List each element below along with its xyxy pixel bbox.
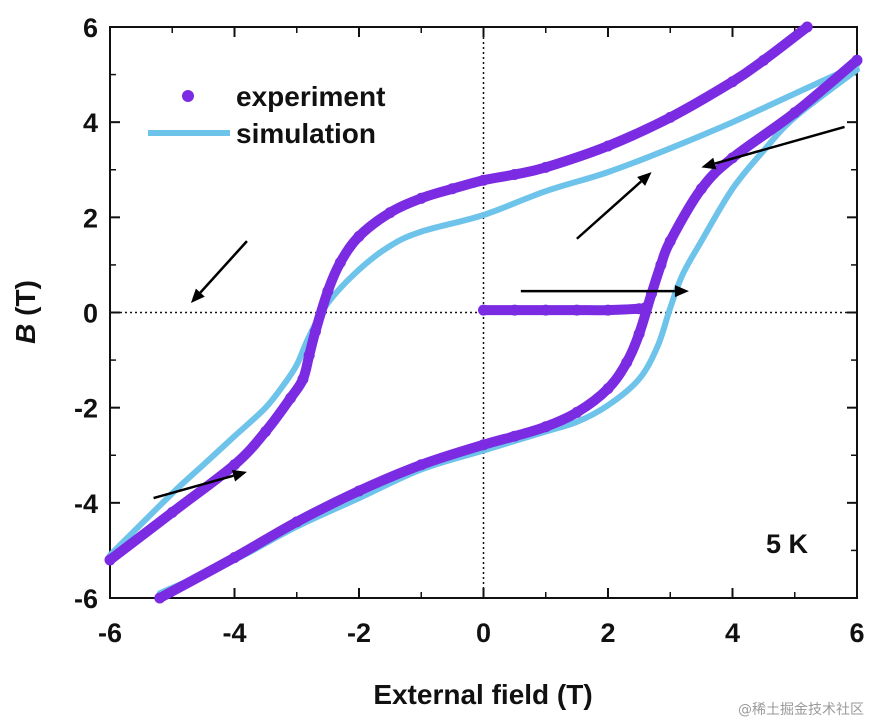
direction-arrow-2 xyxy=(153,469,247,500)
direction-arrow-4 xyxy=(576,172,652,240)
data-point-experiment xyxy=(415,459,427,471)
y-tick-label: -4 xyxy=(74,489,98,519)
data-point-experiment xyxy=(851,54,863,66)
x-tick-label: 6 xyxy=(849,618,864,648)
legend: experiment simulation xyxy=(148,81,385,149)
data-point-experiment xyxy=(602,304,614,316)
data-point-experiment xyxy=(540,161,552,173)
data-point-experiment xyxy=(664,111,676,123)
data-point-experiment xyxy=(540,421,552,433)
data-point-experiment xyxy=(801,21,813,33)
data-point-experiment xyxy=(540,304,552,316)
direction-arrow-0 xyxy=(520,285,689,298)
data-point-experiment xyxy=(297,373,309,385)
data-point-experiment xyxy=(621,356,633,368)
y-tick-label: 4 xyxy=(83,108,98,138)
data-point-experiment xyxy=(334,257,346,269)
data-point-experiment xyxy=(789,107,801,119)
data-point-experiment xyxy=(229,552,240,564)
arrow-head xyxy=(701,157,717,170)
y-axis-label-unit: (T) xyxy=(10,280,41,324)
axis-ticks: -6 -4 -2 0 2 4 6 -6 -4 -2 0 2 4 6 xyxy=(74,13,865,648)
x-tick-label: 4 xyxy=(725,618,740,648)
arrow-shaft xyxy=(714,125,845,165)
legend-marker-experiment xyxy=(182,90,194,102)
x-tick-label: -4 xyxy=(222,618,246,648)
data-point-experiment xyxy=(478,174,489,186)
data-point-experiment xyxy=(260,425,272,437)
data-point-experiment xyxy=(758,54,770,66)
data-point-experiment xyxy=(633,328,645,340)
data-point-experiment xyxy=(655,259,667,271)
data-point-experiment xyxy=(509,304,521,316)
data-point-experiment xyxy=(353,485,365,497)
data-point-experiment xyxy=(602,140,614,152)
data-point-experiment xyxy=(104,554,116,566)
y-tick-label: -2 xyxy=(74,394,98,424)
data-point-experiment xyxy=(154,592,166,604)
arrow-head xyxy=(637,172,652,186)
legend-label-simulation: simulation xyxy=(236,118,376,149)
y-tick-label: 6 xyxy=(83,13,98,43)
legend-label-experiment: experiment xyxy=(236,81,385,112)
data-point-experiment xyxy=(322,285,334,297)
y-axis-label-symbol: B xyxy=(10,324,41,344)
data-point-experiment xyxy=(639,302,651,314)
data-point-experiment xyxy=(415,192,427,204)
x-tick-label: -2 xyxy=(347,618,371,648)
x-tick-label: -6 xyxy=(98,618,122,648)
data-point-experiment xyxy=(602,383,614,395)
data-point-experiment xyxy=(571,304,583,316)
direction-arrows xyxy=(153,125,845,500)
direction-arrow-3 xyxy=(190,240,248,303)
series-simulation-branch-0 xyxy=(107,62,860,559)
data-point-experiment xyxy=(353,230,365,242)
arrow-head xyxy=(674,285,689,298)
data-point-experiment xyxy=(509,169,521,181)
x-tick-label: 0 xyxy=(476,618,491,648)
y-tick-label: 0 xyxy=(83,299,98,329)
data-point-experiment xyxy=(384,207,396,219)
y-tick-label: 2 xyxy=(83,203,98,233)
x-axis-label: External field (T) xyxy=(373,679,592,710)
data-point-experiment xyxy=(509,430,521,442)
data-point-experiment xyxy=(727,76,738,88)
y-tick-label: -6 xyxy=(74,584,98,614)
direction-arrow-1 xyxy=(701,125,845,170)
data-point-experiment xyxy=(695,183,707,195)
series-simulation-branch-1 xyxy=(156,66,860,597)
series-experiment-branch-2 xyxy=(478,302,651,316)
data-point-experiment xyxy=(166,506,178,518)
data-point-experiment xyxy=(229,459,240,471)
arrow-shaft xyxy=(576,180,642,240)
data-point-experiment xyxy=(446,183,458,195)
x-tick-label: 2 xyxy=(600,618,615,648)
data-point-experiment xyxy=(664,235,676,247)
data-point-experiment xyxy=(478,439,489,451)
data-point-experiment xyxy=(571,406,583,418)
series-layer xyxy=(104,21,863,604)
arrow-head xyxy=(190,288,205,303)
watermark: @稀土掘金技术社区 xyxy=(738,702,864,718)
arrow-shaft xyxy=(199,240,248,294)
y-axis-label: B (T) xyxy=(10,280,41,344)
data-point-experiment xyxy=(285,392,297,404)
data-point-experiment xyxy=(478,304,489,316)
temperature-annotation: 5 K xyxy=(766,529,809,559)
series-experiment-branch-0 xyxy=(105,22,813,565)
arrow-head xyxy=(231,469,247,482)
data-point-experiment xyxy=(309,326,321,338)
data-point-experiment xyxy=(291,516,303,528)
data-point-experiment xyxy=(303,349,315,361)
arrow-shaft xyxy=(153,474,234,500)
data-point-experiment xyxy=(646,287,658,299)
